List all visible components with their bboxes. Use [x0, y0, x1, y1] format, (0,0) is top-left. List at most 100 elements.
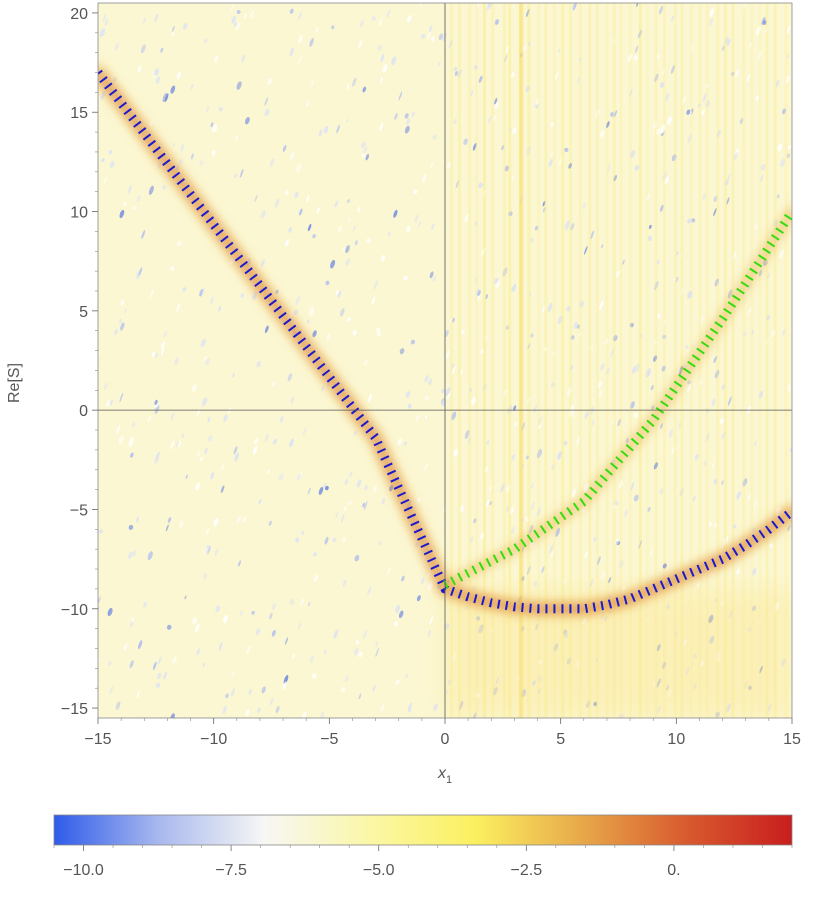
heatmap-speckle: [378, 19, 383, 27]
heatmap-speckle: [180, 144, 184, 152]
heatmap-speckle: [573, 321, 578, 329]
heatmap-speckle: [195, 623, 200, 633]
heatmap-speckle: [628, 88, 633, 98]
heatmap-streak: [588, 3, 592, 718]
heatmap-speckle: [550, 381, 556, 388]
heatmap-speckle: [513, 405, 517, 412]
heatmap-speckle: [526, 565, 531, 576]
heatmap-speckle: [686, 348, 690, 354]
heatmap-speckle: [131, 617, 135, 622]
heatmap-speckle: [172, 142, 176, 147]
heatmap-speckle: [749, 42, 752, 49]
heatmap-speckle: [382, 64, 388, 73]
heatmap-speckle: [679, 253, 683, 259]
heatmap-speckle: [166, 624, 172, 630]
heatmap-speckle: [154, 13, 159, 22]
heatmap-speckle: [453, 118, 457, 125]
heatmap-speckle: [267, 469, 270, 474]
heatmap-speckle: [734, 69, 739, 78]
heatmap-speckle: [109, 685, 114, 695]
heatmap-speckle: [478, 182, 483, 189]
heatmap-speckle: [658, 5, 664, 15]
heatmap-speckle: [325, 485, 329, 491]
heatmap-speckle: [243, 13, 247, 20]
heatmap-speckle: [747, 494, 751, 501]
heatmap-speckle: [297, 473, 301, 481]
heatmap-streak: [569, 3, 573, 718]
heatmap-speckle: [130, 452, 134, 458]
heatmap-speckle: [223, 614, 228, 624]
heatmap-speckle: [308, 602, 311, 607]
heatmap-speckle: [363, 501, 368, 511]
heatmap-speckle: [420, 3, 423, 6]
heatmap-speckle: [398, 91, 403, 101]
heatmap-speckle: [659, 204, 664, 212]
heatmap-speckle: [207, 545, 212, 555]
heatmap-speckle: [403, 275, 408, 281]
heatmap-speckle: [335, 510, 339, 519]
heatmap-speckle: [766, 272, 770, 280]
heatmap-speckle: [199, 288, 204, 297]
heatmap-streak: [716, 3, 720, 718]
heatmap-speckle: [348, 218, 351, 223]
heatmap-speckle: [599, 129, 605, 138]
heatmap-speckle: [713, 355, 717, 363]
heatmap-speckle: [688, 110, 692, 117]
heatmap-speckle: [787, 524, 791, 532]
heatmap-speckle: [748, 306, 752, 314]
heatmap-speckle: [98, 606, 100, 613]
heatmap-speckle: [719, 418, 724, 424]
heatmap-speckle: [255, 628, 261, 636]
heatmap-speckle: [451, 411, 457, 421]
heatmap-speckle: [347, 198, 350, 204]
heatmap-speckle: [613, 174, 617, 182]
heatmap-speckle: [203, 573, 208, 580]
heatmap-speckle: [538, 416, 542, 426]
heatmap-speckle: [711, 398, 716, 407]
heatmap-speckle: [362, 502, 365, 508]
heatmap-speckle: [570, 335, 575, 340]
heatmap-speckle: [114, 42, 119, 51]
heatmap-speckle: [284, 637, 289, 645]
heatmap-speckle: [764, 337, 769, 346]
heatmap-speckle: [137, 65, 142, 74]
heatmap-speckle: [342, 247, 346, 252]
heatmap-speckle: [578, 332, 582, 338]
heatmap-speckle: [547, 302, 553, 312]
heatmap-speckle: [703, 460, 707, 467]
heatmap-speckle: [381, 703, 385, 712]
heatmap-speckle: [347, 316, 351, 323]
heatmap-speckle: [736, 490, 741, 500]
heatmap-speckle: [542, 201, 546, 207]
heatmap-speckle: [550, 122, 555, 128]
heatmap-speckle: [339, 308, 345, 317]
heatmap-speckle: [238, 560, 241, 567]
heatmap-speckle: [764, 26, 769, 34]
heatmap-speckle: [318, 486, 324, 495]
heatmap-streak: [773, 3, 777, 718]
heatmap-speckle: [258, 499, 262, 505]
heatmap-speckle: [656, 54, 660, 60]
heatmap-speckle: [160, 347, 165, 356]
heatmap-speckle: [174, 357, 179, 366]
heatmap-speckle: [177, 240, 182, 247]
heatmap-speckle: [599, 300, 604, 311]
heatmap-speckle: [464, 429, 470, 439]
heatmap-streak: [578, 3, 582, 718]
heatmap-speckle: [240, 610, 243, 616]
heatmap-speckle: [612, 38, 616, 43]
heatmap-speckle: [652, 121, 658, 130]
heatmap-speckle: [364, 485, 368, 491]
heatmap-speckle: [472, 142, 477, 151]
heatmap-speckle: [387, 231, 391, 237]
heatmap-speckle: [679, 487, 684, 497]
heatmap-speckle: [780, 158, 786, 167]
heatmap-speckle: [160, 47, 164, 53]
heatmap-speckle: [346, 83, 350, 90]
heatmap-speckle: [782, 108, 786, 115]
heatmap-streak: [765, 3, 769, 718]
heatmap-streak: [527, 3, 531, 718]
heatmap-speckle: [245, 709, 250, 717]
heatmap-speckle: [415, 414, 420, 422]
heatmap-speckle: [634, 54, 639, 61]
